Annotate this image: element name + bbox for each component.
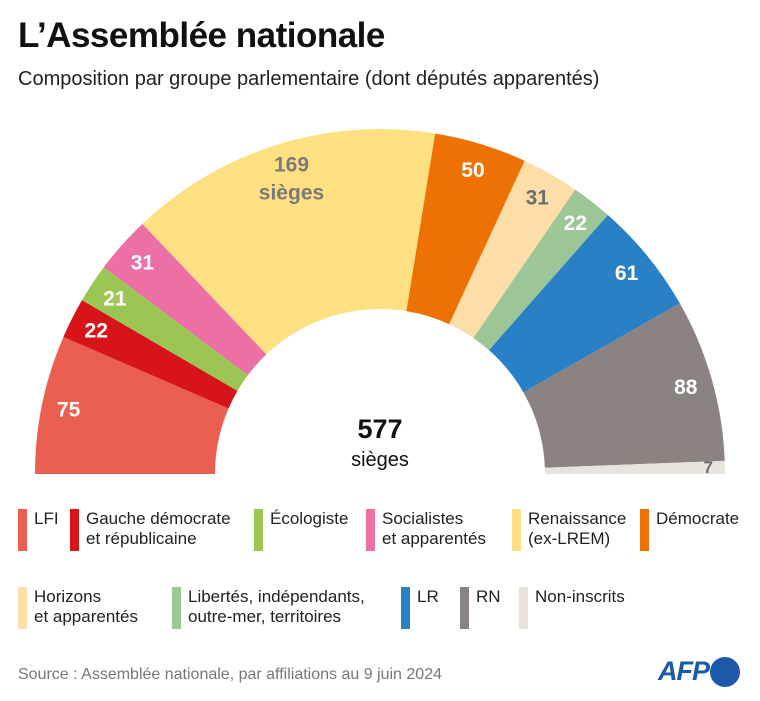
legend-item-socialistes-et-apparentes: Socialistes et apparentés [366,509,486,551]
slice-libertes-independants-outre-mer-territoires [473,189,608,351]
value-label-horizons-et-apparentes: 31 [526,187,550,210]
slice-horizons-et-apparentes [449,160,576,338]
slice-gauche-democrate-et-republicaine [63,300,238,409]
legend-label-line: Libertés, indépendants, [188,587,365,606]
legend-swatch [640,509,649,551]
legend-item-lfi: LFI [18,509,59,551]
legend-swatch [70,509,79,551]
legend-label-line: Horizons [34,587,102,606]
legend-label: RN [476,587,501,629]
legend-label: Non-inscrits [535,587,625,629]
legend-swatch [254,509,263,551]
legend-item-renaissance-ex-lrem: Renaissance (ex-LREM) [512,509,626,551]
afp-logo-text: AFP [658,656,710,686]
legend-label: Gauche démocrate et républicaine [86,509,231,551]
legend-label: Renaissance (ex-LREM) [528,509,626,551]
chart-subtitle: Composition par groupe parlementaire (do… [18,68,600,90]
legend-item-non-inscrits: Non-inscrits [519,587,625,629]
slice-lr [488,214,680,393]
value-label-democrate: 50 [461,159,484,182]
legend-label: Horizons et apparentés [34,587,138,629]
legend-swatch [401,587,410,629]
slice-renaissance-ex-lrem [142,129,436,355]
value-label-gauche-democrate-et-republicaine: 22 [85,319,108,342]
slice-rn [523,303,725,468]
legend-item-libertes-independants-outre-mer-territoires: Libertés, indépendants, outre-mer, territ… [172,587,365,629]
total-seats-value: 577 [357,414,402,444]
legend-swatch [18,509,27,551]
legend-label-line: et apparentés [382,529,486,548]
legend-item-gauche-democrate-et-republicaine: Gauche démocrate et républicaine [70,509,231,551]
legend-label-line: et apparentés [34,607,138,626]
legend-label-line: Renaissance [528,509,627,528]
legend-swatch [172,587,181,629]
slice-non-inscrits [544,460,725,474]
afp-logo-dot [710,656,740,687]
legend-swatch [18,587,27,629]
legend-item-lr: LR [401,587,439,629]
legend-swatch [512,509,521,551]
slice-democrate [406,133,525,325]
value-label-renaissance-ex-lrem: 169 sièges [259,153,324,204]
slice-ecologiste [82,267,248,391]
legend-label-line: Démocrate [656,509,740,528]
afp-logo: AFP [658,656,740,687]
value-label-non-inscrits: 7 [704,458,713,477]
slice-lfi [35,337,229,474]
legend-item-democrate: Démocrate [640,509,739,551]
legend-label-line: (ex-LREM) [528,529,611,548]
slice-socialistes-et-apparentes [103,223,267,376]
legend-item-rn: RN [460,587,501,629]
value-label-libertes-independants-outre-mer-territoires: 22 [564,212,587,235]
value-label-lr: 61 [615,262,639,285]
legend-label-line: LFI [34,509,59,528]
legend-swatch [519,587,528,629]
legend-label-line: Socialistes [382,509,464,528]
legend-label: Libertés, indépendants, outre-mer, territ… [188,587,365,629]
value-label-socialistes-et-apparentes: 31 [131,252,155,275]
legend-label-line: Non-inscrits [535,587,625,606]
value-label-ecologiste: 21 [103,287,127,310]
legend-label: Écologiste [270,509,348,551]
chart-title: L’Assemblée nationale [18,16,385,55]
legend-label-line: et républicaine [86,529,197,548]
legend-swatch [366,509,375,551]
legend-label-line: RN [476,587,501,606]
legend-label: LR [417,587,439,629]
legend-label: Démocrate [656,509,739,551]
legend-label: Socialistes et apparentés [382,509,486,551]
legend-item-horizons-et-apparentes: Horizons et apparentés [18,587,138,629]
legend-label: LFI [34,509,59,551]
value-label-lfi: 75 [57,399,81,422]
legend-label-line: Écologiste [270,509,349,528]
value-label-rn: 88 [674,376,698,399]
total-seats-label: sièges [351,449,409,471]
source-note: Source : Assemblée nationale, par affili… [18,666,442,683]
legend-label-line: outre-mer, territoires [188,607,342,626]
legend-label-line: Gauche démocrate [86,509,231,528]
legend-swatch [460,587,469,629]
legend-label-line: LR [417,587,439,606]
legend-item-ecologiste: Écologiste [254,509,348,551]
